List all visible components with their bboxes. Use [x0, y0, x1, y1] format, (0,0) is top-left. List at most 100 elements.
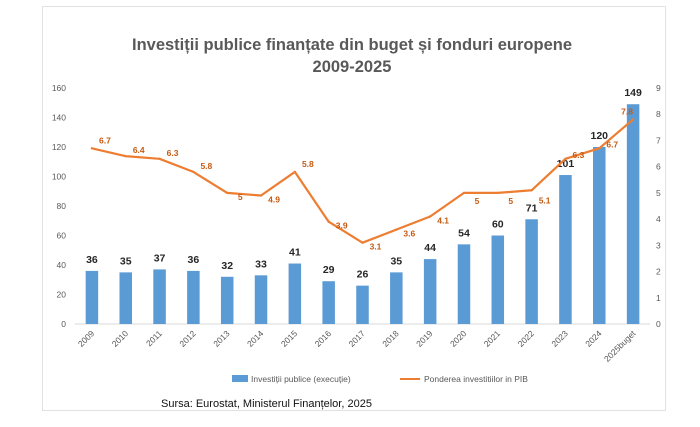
x-axis-tick-label: 2013: [211, 328, 232, 349]
x-axis-tick-label: 2016: [313, 328, 334, 349]
right-axis-tick-label: 0: [656, 319, 661, 329]
left-axis-tick-label: 0: [61, 319, 66, 329]
left-axis-tick-label: 40: [57, 260, 67, 270]
line-data-label: 4.9: [268, 195, 280, 205]
bar-data-label: 101: [557, 158, 575, 170]
bar-data-label: 44: [424, 242, 436, 254]
bar: [491, 235, 505, 324]
bar-data-label: 120: [590, 130, 608, 142]
bar-data-label: 29: [323, 264, 335, 276]
bar-series: [85, 104, 640, 324]
bar-data-label: 35: [390, 255, 402, 267]
line-point: [192, 170, 195, 174]
bar: [423, 259, 437, 324]
legend-line-label: Ponderea investitiilor in PIB: [424, 374, 528, 384]
left-axis-tick-label: 60: [57, 231, 67, 241]
x-axis-tick-label: 2012: [177, 328, 198, 349]
right-axis-tick-label: 4: [656, 214, 661, 224]
line-data-label: 4.1: [437, 215, 449, 225]
line-point: [158, 157, 161, 160]
x-axis-tick-label: 2019: [414, 328, 435, 349]
left-axis-tick-label: 20: [57, 290, 67, 300]
left-axis-tick-label: 120: [52, 142, 66, 152]
chart-title: Investiții publice finanțate din buget ș…: [132, 36, 572, 54]
x-axis-tick-label: 2011: [144, 328, 164, 348]
x-axis: 2009 2010 2011 2012 2013 2014 2015 2016 2017 2018…: [75, 323, 650, 364]
line-point: [361, 241, 364, 244]
bar-data-label: 33: [255, 258, 267, 270]
line-point: [428, 215, 432, 218]
x-axis-tick-label: 2014: [245, 328, 266, 349]
bar-data-label: 32: [221, 260, 233, 272]
line-data-label: 6.7: [99, 135, 111, 145]
line-data-label: 6.4: [133, 145, 145, 155]
x-axis-tick-label: 2023: [549, 328, 570, 349]
right-axis-tick-label: 8: [656, 109, 661, 119]
line-data-labels: 6.7 6.4 6.3 5.8 5 4.9 5.8 3.9 3.1 3.6 4.1 5 5 5.1 6.3 6…: [99, 106, 633, 251]
right-axis-tick-label: 7: [656, 135, 661, 145]
x-axis-tick-label: 2009: [76, 328, 97, 349]
bar: [153, 269, 166, 324]
x-axis-tick-label: 2025buget: [602, 328, 638, 364]
bar-data-label: 36: [188, 254, 200, 266]
line-data-label: 5.1: [539, 195, 551, 205]
right-axis-tick-label: 5: [656, 188, 661, 198]
line-point: [124, 154, 127, 158]
x-axis-tick-label: 2010: [110, 328, 131, 349]
line-data-label: 5: [238, 192, 243, 202]
line-point: [496, 191, 499, 195]
bar: [220, 276, 234, 324]
source-note: Sursa: Eurostat, Ministerul Finanțelor, …: [161, 398, 372, 410]
bar-data-label: 71: [526, 202, 538, 214]
bar: [626, 104, 640, 324]
legend: Investiții publice (execuție) Ponderea i…: [232, 374, 528, 384]
bar: [254, 275, 268, 324]
left-axis: 0 20 40 60 80 100 120 140 160: [52, 83, 66, 329]
bar-data-label: 149: [624, 87, 642, 99]
bar-data-label: 41: [289, 247, 301, 259]
line-point: [395, 228, 398, 231]
x-axis-tick-label: 2022: [516, 328, 537, 349]
line-data-label: 7.8: [621, 106, 633, 116]
line-point: [259, 194, 263, 197]
line-data-label: 6.7: [606, 139, 618, 149]
x-axis-tick-label: 2021: [482, 328, 503, 349]
x-axis-tick-label: 2020: [448, 328, 469, 349]
line-data-label: 6.3: [573, 150, 585, 160]
line-point: [293, 170, 297, 174]
right-axis-tick-label: 9: [656, 83, 661, 93]
left-axis-tick-label: 100: [52, 172, 66, 182]
bar-data-label: 36: [86, 254, 98, 266]
line-data-label: 5.8: [302, 159, 314, 169]
left-axis-tick-label: 160: [52, 83, 66, 93]
line-data-label: 3.6: [403, 229, 415, 239]
x-axis-tick-label: 2018: [380, 328, 401, 349]
line-point: [631, 118, 635, 121]
line-point: [90, 147, 94, 150]
bar: [593, 147, 606, 324]
ratio-line: [91, 118, 634, 244]
line-data-label: 5.8: [200, 161, 212, 171]
bar: [356, 285, 369, 324]
chart-frame: [42, 6, 666, 411]
line-point: [327, 220, 330, 223]
line-point: [598, 147, 601, 150]
x-axis-tick-label: 2015: [279, 328, 300, 349]
line-point: [226, 191, 229, 195]
line-point: [462, 191, 466, 195]
bar: [119, 272, 132, 324]
bar: [559, 175, 572, 324]
bar: [457, 244, 471, 324]
x-axis-tick-label: 2024: [583, 328, 604, 349]
bar-data-label: 35: [120, 255, 132, 267]
legend-bar-swatch: [232, 375, 248, 382]
x-axis-tick-label: 2017: [346, 328, 367, 349]
bar: [288, 263, 302, 324]
bar-data-label: 60: [492, 219, 504, 231]
chart-subtitle: 2009-2025: [313, 58, 392, 76]
bar-data-label: 26: [357, 269, 369, 281]
right-axis-tick-label: 3: [656, 240, 661, 250]
bar-data-label: 54: [458, 227, 470, 239]
line-data-label: 5: [475, 196, 480, 206]
bar: [187, 270, 200, 324]
